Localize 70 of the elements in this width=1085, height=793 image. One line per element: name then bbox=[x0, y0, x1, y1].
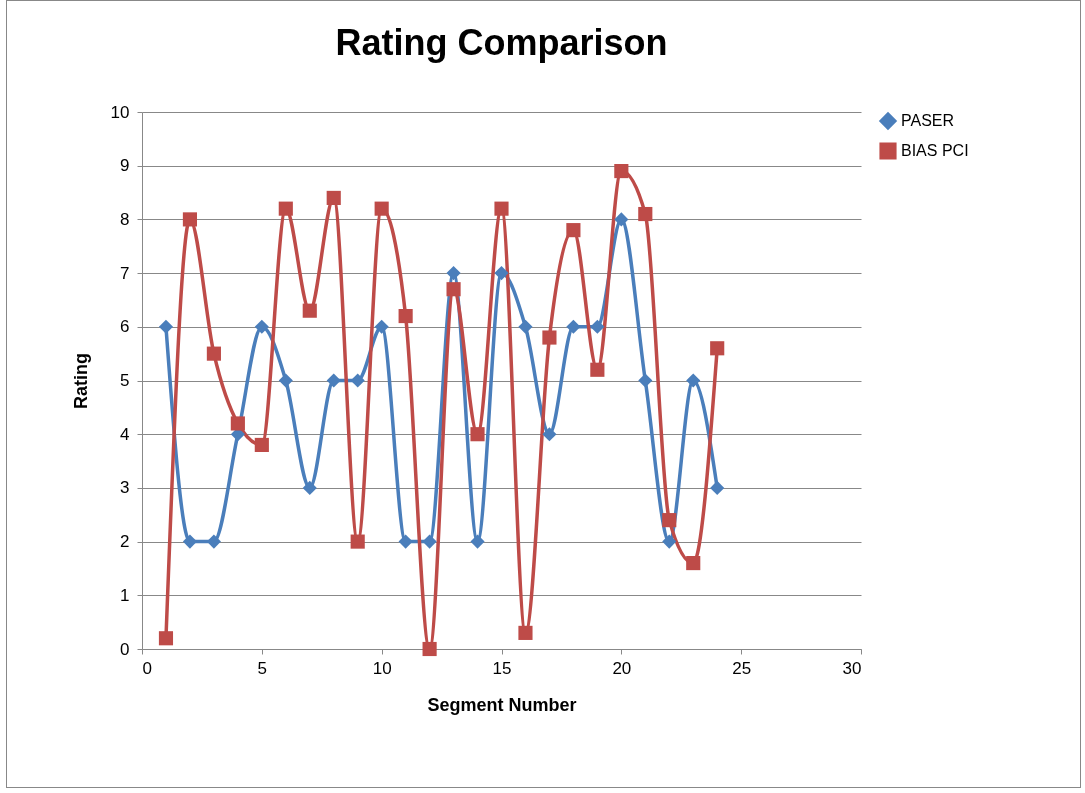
point bbox=[278, 373, 293, 388]
y-tick-label: 3 bbox=[120, 478, 130, 498]
point bbox=[662, 534, 677, 549]
x-tick-label: 15 bbox=[492, 658, 512, 678]
point bbox=[350, 373, 365, 388]
chart-title: Rating Comparison bbox=[335, 22, 668, 63]
point bbox=[422, 641, 437, 657]
y-tick-label: 4 bbox=[120, 424, 130, 444]
legend-label: PASER bbox=[901, 112, 955, 129]
y-tick-label: 1 bbox=[120, 585, 130, 605]
point bbox=[278, 201, 293, 216]
point bbox=[158, 319, 174, 334]
y-tick-label: 8 bbox=[120, 209, 130, 229]
y-axis-title: Rating bbox=[70, 353, 91, 409]
point bbox=[350, 534, 365, 549]
point bbox=[590, 319, 605, 334]
point bbox=[494, 201, 509, 216]
point bbox=[182, 212, 197, 227]
point bbox=[518, 319, 533, 334]
point bbox=[398, 534, 413, 549]
point bbox=[206, 346, 221, 361]
legend-label: BIAS PCI bbox=[901, 142, 969, 159]
y-tick-label: 2 bbox=[120, 532, 130, 552]
point bbox=[494, 266, 509, 281]
x-tick-label: 30 bbox=[842, 658, 862, 678]
point bbox=[206, 534, 221, 549]
y-tick-label: 0 bbox=[120, 639, 130, 659]
y-tick-label: 9 bbox=[120, 156, 130, 176]
y-tick-label: 7 bbox=[120, 263, 130, 283]
y-tick-label: 10 bbox=[110, 102, 130, 122]
point bbox=[446, 282, 461, 297]
point bbox=[614, 212, 629, 227]
point bbox=[254, 319, 269, 334]
point bbox=[446, 266, 461, 281]
point bbox=[158, 631, 174, 646]
point bbox=[254, 437, 269, 453]
point bbox=[542, 330, 557, 345]
x-axis-title: Segment Number bbox=[427, 694, 577, 715]
point bbox=[302, 480, 317, 495]
point bbox=[566, 223, 581, 238]
point bbox=[470, 427, 485, 442]
point bbox=[470, 534, 485, 549]
x-tick-label: 25 bbox=[732, 658, 752, 678]
y-tick-label: 6 bbox=[120, 317, 130, 337]
x-tick-label: 10 bbox=[372, 658, 392, 678]
point bbox=[302, 303, 317, 318]
point bbox=[710, 341, 725, 356]
point bbox=[542, 427, 557, 442]
point bbox=[182, 534, 197, 549]
point bbox=[638, 373, 653, 388]
x-tick-label: 5 bbox=[257, 658, 268, 678]
y-tick-label: 5 bbox=[120, 371, 130, 390]
point bbox=[686, 556, 701, 571]
point bbox=[398, 308, 413, 324]
point bbox=[662, 513, 677, 528]
point bbox=[518, 625, 533, 640]
x-tick-label: 0 bbox=[142, 658, 152, 678]
point bbox=[614, 164, 629, 179]
point bbox=[374, 201, 389, 216]
point bbox=[638, 206, 653, 222]
point bbox=[566, 319, 581, 334]
x-tick-label: 20 bbox=[612, 658, 632, 678]
point bbox=[326, 373, 341, 388]
point bbox=[374, 319, 389, 334]
point bbox=[710, 480, 725, 495]
point bbox=[326, 190, 341, 205]
point bbox=[422, 534, 437, 549]
point bbox=[230, 416, 245, 431]
point bbox=[590, 362, 605, 377]
point bbox=[686, 373, 701, 388]
